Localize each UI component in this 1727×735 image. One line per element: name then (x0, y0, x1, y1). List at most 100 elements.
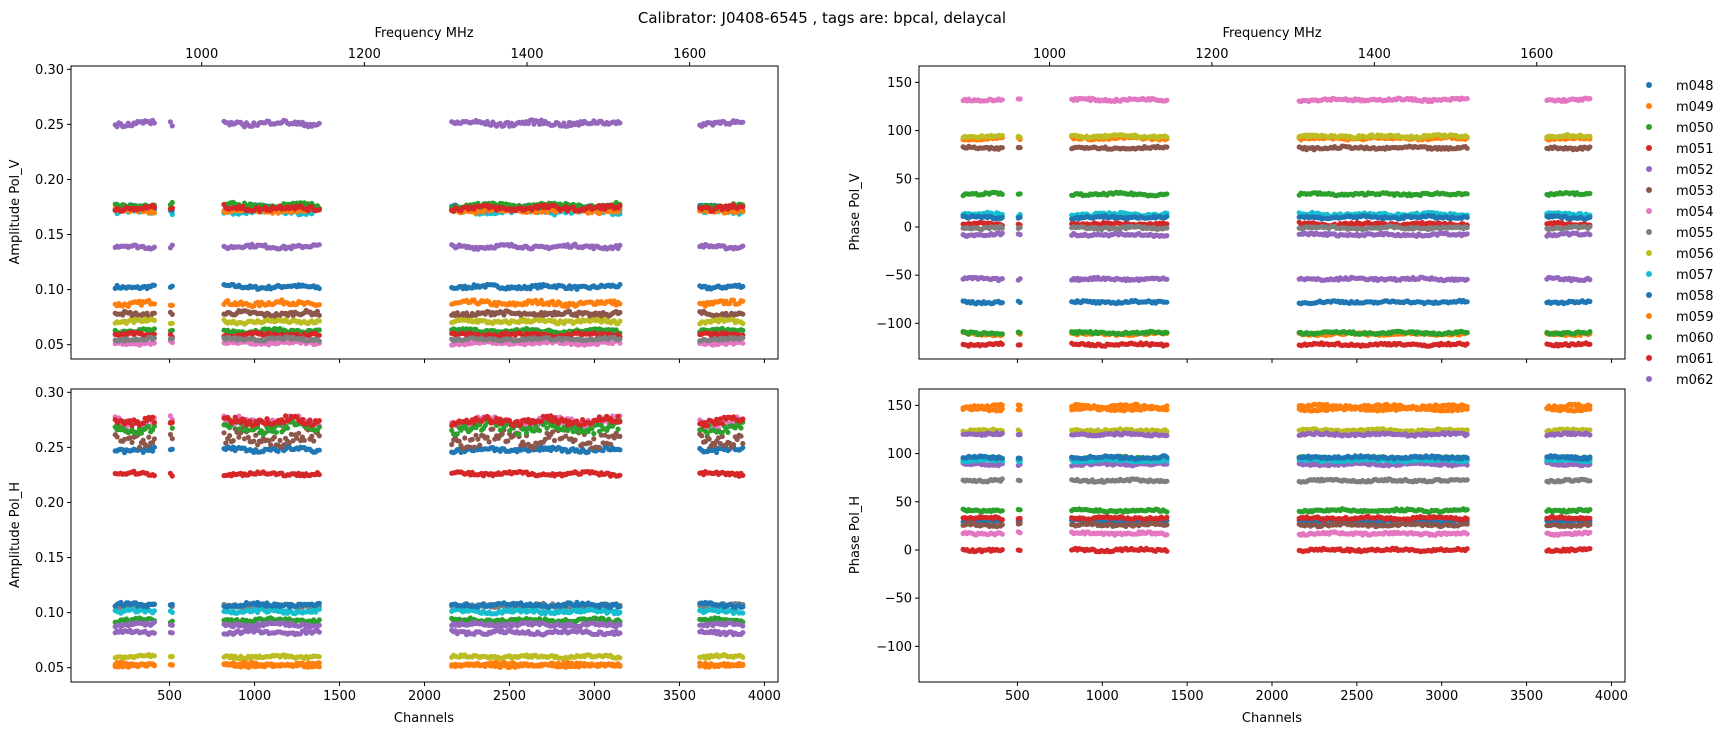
data-point (999, 214, 1005, 220)
data-point (617, 309, 623, 316)
data-point (740, 298, 746, 304)
data-point (1587, 190, 1593, 197)
y-tick-label: 0.05 (35, 338, 64, 353)
data-point (151, 120, 157, 126)
data-point (169, 199, 175, 206)
data-point (1164, 97, 1170, 103)
data-point (1017, 145, 1023, 151)
data-point (1587, 224, 1593, 230)
data-point (740, 243, 746, 249)
data-point (316, 285, 322, 292)
panel-amplitude-pol-v: 0.050.100.150.200.250.30 1000 1200 1400 160… (8, 26, 779, 363)
data-point (1164, 276, 1170, 282)
data-point (169, 336, 175, 342)
data-point (1164, 225, 1170, 231)
data-point (999, 276, 1005, 282)
data-point (740, 204, 746, 210)
data-point (151, 317, 157, 323)
data-point (740, 119, 746, 125)
data-point (316, 120, 322, 126)
scatter-marks (112, 117, 746, 348)
data-point (279, 297, 285, 303)
data-point (151, 210, 157, 216)
data-point (151, 301, 157, 307)
data-point (151, 205, 157, 211)
series-m052 (112, 241, 746, 252)
data-point (1017, 96, 1023, 102)
data-point (999, 191, 1005, 197)
data-point (617, 242, 623, 248)
data-point (151, 282, 157, 288)
data-point (169, 327, 175, 333)
top-frequency-ticks: 1000 1200 1400 1600 (185, 47, 706, 66)
data-point (617, 318, 623, 324)
data-point (538, 297, 545, 303)
data-point (169, 123, 175, 129)
data-point (617, 301, 623, 307)
data-point (1587, 144, 1593, 150)
y-tick-label: 0.15 (35, 228, 64, 243)
top-tick-label: 1600 (673, 47, 706, 62)
y-tick-label: 0.30 (35, 63, 64, 78)
data-point (151, 335, 157, 341)
data-point (1164, 191, 1170, 197)
data-point (1464, 299, 1470, 305)
data-point (999, 300, 1005, 306)
data-point (617, 120, 623, 126)
data-point (1164, 213, 1170, 219)
figure-suptitle: Calibrator: J0408-6545 , tags are: bpcal… (638, 9, 1006, 27)
data-point (617, 281, 623, 288)
y-tick-label: 0.25 (35, 118, 64, 133)
data-point (999, 225, 1005, 231)
data-point (999, 145, 1005, 151)
data-point (169, 302, 175, 308)
data-point (151, 310, 157, 316)
data-point (1164, 144, 1170, 150)
data-point (617, 336, 623, 342)
plot-area (71, 66, 778, 359)
data-point (1464, 145, 1470, 151)
data-point (1587, 298, 1593, 305)
data-point (316, 327, 322, 333)
data-point (1017, 225, 1023, 231)
data-point (316, 312, 322, 318)
data-point (740, 320, 746, 327)
data-point (1464, 96, 1470, 102)
data-point (316, 302, 322, 308)
data-point (316, 207, 322, 213)
data-point (740, 327, 746, 333)
data-point (169, 205, 175, 211)
series-m049 (112, 297, 746, 310)
data-point (1164, 134, 1170, 140)
data-point (1164, 299, 1170, 305)
data-point (740, 208, 746, 215)
data-point (169, 320, 175, 326)
top-x-axis-label: Frequency MHz (374, 26, 473, 41)
data-point (740, 311, 746, 317)
data-point (1587, 133, 1593, 139)
y-tick-labels: 0.050.100.150.200.250.30 (35, 63, 71, 353)
y-tick-label: 0.10 (35, 283, 64, 298)
data-point (1017, 299, 1023, 305)
y-axis-label: Amplitude Pol_V (8, 159, 23, 264)
data-point (151, 326, 157, 332)
plot-area (919, 66, 1625, 359)
top-tick-label: 1400 (510, 47, 543, 62)
data-point (1017, 191, 1023, 197)
data-point (999, 132, 1005, 139)
data-point (1587, 277, 1593, 283)
data-point (151, 244, 157, 250)
data-point (1017, 134, 1023, 140)
data-point (1464, 224, 1470, 231)
data-point (740, 283, 746, 290)
data-point (740, 335, 746, 341)
data-point (1464, 134, 1470, 140)
data-point (316, 242, 322, 248)
data-point (169, 242, 175, 248)
data-point (617, 203, 623, 209)
data-point (169, 311, 175, 317)
data-point (1017, 214, 1023, 220)
data-point (316, 318, 322, 324)
data-point (730, 297, 737, 303)
